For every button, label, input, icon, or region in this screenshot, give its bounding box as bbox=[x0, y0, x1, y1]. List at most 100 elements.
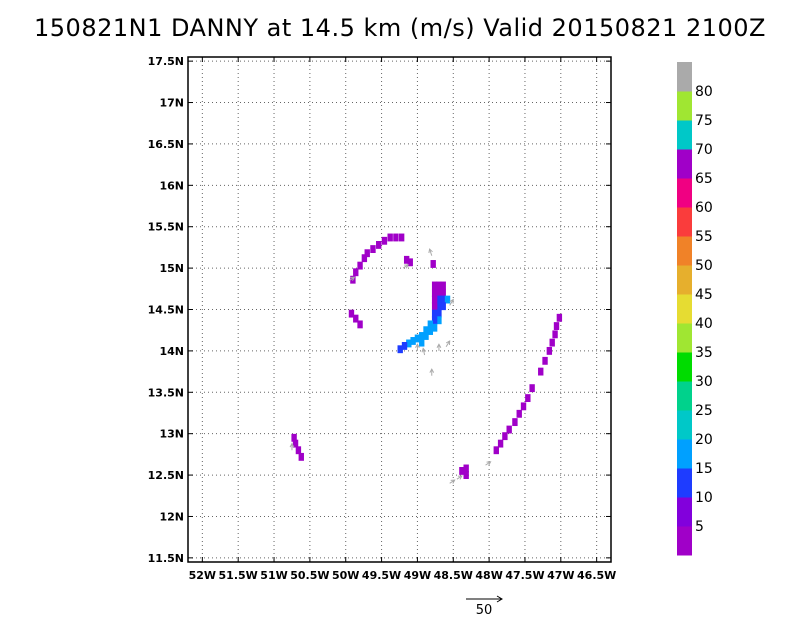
y-tick-label: 12N bbox=[159, 510, 184, 523]
colorbar-label: 20 bbox=[695, 432, 713, 448]
wind-cell bbox=[463, 471, 469, 480]
y-tick-label: 13.5N bbox=[148, 386, 184, 399]
colorbar-label: 65 bbox=[695, 171, 713, 187]
colorbar-label: 30 bbox=[695, 374, 713, 390]
y-tick-label: 11.5N bbox=[148, 552, 184, 565]
y-tick-label: 14.5N bbox=[148, 304, 184, 317]
y-tick-label: 15N bbox=[159, 262, 184, 275]
colorbar-segment bbox=[677, 352, 692, 382]
colorbar-label: 35 bbox=[695, 345, 713, 361]
x-tick-label: 48W bbox=[475, 569, 502, 582]
wind-vector bbox=[449, 298, 454, 306]
x-tick-label: 48.5W bbox=[434, 569, 473, 582]
wind-cell bbox=[431, 281, 438, 290]
wind-vector bbox=[429, 368, 435, 376]
x-tick-label: 47.5W bbox=[505, 569, 544, 582]
x-tick-label: 50W bbox=[332, 569, 359, 582]
grid-lines bbox=[188, 57, 611, 562]
wind-cell bbox=[444, 295, 451, 304]
wind-cell bbox=[414, 334, 421, 343]
colorbar-label: 60 bbox=[695, 200, 713, 216]
wind-cell bbox=[353, 314, 359, 323]
wind-cell bbox=[397, 345, 403, 354]
colorbar-label: 5 bbox=[695, 519, 704, 535]
wind-cell bbox=[430, 260, 436, 268]
colorbar-segment bbox=[677, 120, 692, 150]
wind-cell bbox=[298, 452, 304, 461]
y-tick-label: 14N bbox=[159, 345, 184, 358]
y-axis-ticks: 11.5N 12N 12.5N 13N 13.5N 14N 14.5N 15N 15.5N 16N… bbox=[148, 55, 611, 565]
wind-cell bbox=[440, 302, 446, 311]
x-tick-label: 51W bbox=[260, 569, 287, 582]
y-tick-label: 13N bbox=[159, 428, 184, 441]
wind-cell bbox=[364, 249, 370, 258]
chart-title: 150821N1 DANNY at 14.5 km (m/s) Valid 20… bbox=[34, 14, 766, 42]
wind-cell bbox=[553, 322, 560, 330]
colorbar-segment bbox=[677, 149, 692, 179]
wind-vector bbox=[449, 479, 456, 484]
reference-vector: 50 bbox=[466, 595, 503, 618]
wind-cell bbox=[542, 356, 548, 365]
reference-vector-label: 50 bbox=[476, 603, 493, 618]
wind-cell bbox=[552, 330, 558, 339]
colorbar-segment bbox=[677, 91, 692, 121]
wind-vector bbox=[415, 343, 420, 351]
wind-cell bbox=[381, 236, 388, 245]
wind-cell bbox=[431, 316, 438, 325]
plot-frame bbox=[187, 56, 612, 563]
wind-vector bbox=[349, 276, 356, 281]
wind-cell bbox=[357, 320, 363, 329]
colorbar-label: 55 bbox=[695, 229, 713, 245]
x-tick-label: 51.5W bbox=[219, 569, 258, 582]
colorbar-segment bbox=[677, 178, 692, 208]
wind-cell bbox=[431, 295, 438, 304]
colorbar: 5 10 15 20 25 30 35 40 45 50 55 60 65 70 75 80 bbox=[677, 62, 713, 556]
wind-cell bbox=[398, 233, 405, 242]
colorbar-segment bbox=[677, 236, 692, 266]
x-tick-label: 49W bbox=[404, 569, 431, 582]
wind-vector bbox=[456, 475, 463, 480]
colorbar-label: 10 bbox=[695, 490, 713, 506]
colorbar-label: 15 bbox=[695, 461, 713, 477]
colorbar-segment bbox=[677, 381, 692, 411]
wind-cell bbox=[436, 281, 442, 290]
colorbar-segment bbox=[677, 526, 692, 556]
colorbar-label: 40 bbox=[695, 316, 713, 332]
wind-cell bbox=[292, 439, 299, 448]
wind-cell bbox=[295, 446, 302, 455]
x-tick-label: 49.5W bbox=[362, 569, 401, 582]
wind-vector bbox=[436, 343, 442, 351]
wind-cell bbox=[353, 268, 359, 277]
y-tick-label: 15.5N bbox=[148, 221, 184, 234]
wind-cell bbox=[410, 337, 416, 345]
wind-speed-cells bbox=[291, 233, 563, 480]
x-tick-label: 50.5W bbox=[290, 569, 329, 582]
colorbar-label: 80 bbox=[695, 84, 713, 100]
y-tick-label: 17N bbox=[159, 97, 184, 110]
x-axis-ticks: 52W 51.5W 51W 50.5W 50W 49.5W 49W 48.5W 48W 47.5W… bbox=[189, 57, 616, 582]
x-tick-label: 46.5W bbox=[577, 569, 616, 582]
wind-cell bbox=[440, 295, 446, 304]
wind-cell bbox=[431, 309, 438, 318]
wind-cell bbox=[516, 409, 522, 418]
colorbar-segment bbox=[677, 439, 692, 469]
wind-vector bbox=[289, 442, 295, 451]
wind-cell bbox=[497, 439, 504, 448]
wind-cell bbox=[493, 446, 499, 455]
wind-cell bbox=[419, 332, 425, 340]
colorbar-segment bbox=[677, 207, 692, 237]
wind-cell bbox=[436, 316, 442, 325]
wind-cell bbox=[538, 367, 544, 376]
wind-cell bbox=[406, 339, 412, 348]
colorbar-segment bbox=[677, 468, 692, 498]
wind-cell bbox=[436, 309, 442, 318]
wind-cell bbox=[512, 418, 518, 427]
wind-vector bbox=[445, 340, 451, 348]
wind-cell bbox=[520, 402, 527, 411]
colorbar-segment bbox=[677, 410, 692, 440]
wind-vector bbox=[485, 461, 492, 466]
wind-cell bbox=[431, 302, 438, 311]
colorbar-segment bbox=[677, 294, 692, 324]
y-tick-label: 17.5N bbox=[148, 55, 184, 68]
